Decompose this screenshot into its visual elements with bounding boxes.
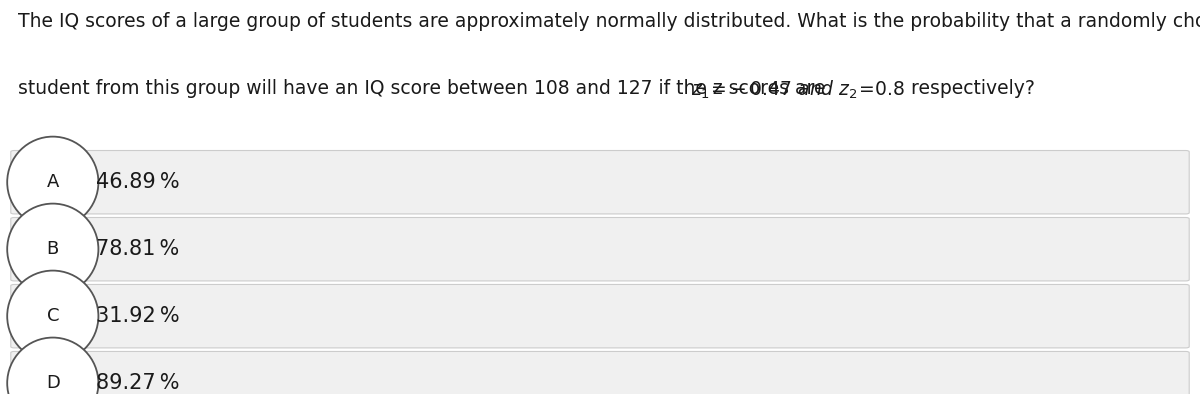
Ellipse shape [7,338,98,394]
FancyBboxPatch shape [11,217,1189,281]
Text: 46.89 %: 46.89 % [96,172,180,192]
FancyBboxPatch shape [11,284,1189,348]
Ellipse shape [7,137,98,228]
Ellipse shape [7,204,98,295]
Text: B: B [47,240,59,258]
Text: 31.92 %: 31.92 % [96,306,180,326]
Ellipse shape [7,271,98,362]
Text: 78.81 %: 78.81 % [96,239,179,259]
Text: The IQ scores of a large group of students are approximately normally distribute: The IQ scores of a large group of studen… [18,12,1200,31]
Text: respectively?: respectively? [905,79,1034,98]
Text: 89.27 %: 89.27 % [96,373,180,393]
Text: student from this group will have an IQ score between 108 and 127 if the z score: student from this group will have an IQ … [18,79,826,98]
Text: A: A [47,173,59,191]
Text: D: D [46,374,60,392]
FancyBboxPatch shape [11,151,1189,214]
Text: C: C [47,307,59,325]
FancyBboxPatch shape [11,351,1189,394]
Text: $z_1\!=\!-0.47\ \mathit{and}\ z_2\!=\!0.8$: $z_1\!=\!-0.47\ \mathit{and}\ z_2\!=\!0.… [691,79,905,101]
